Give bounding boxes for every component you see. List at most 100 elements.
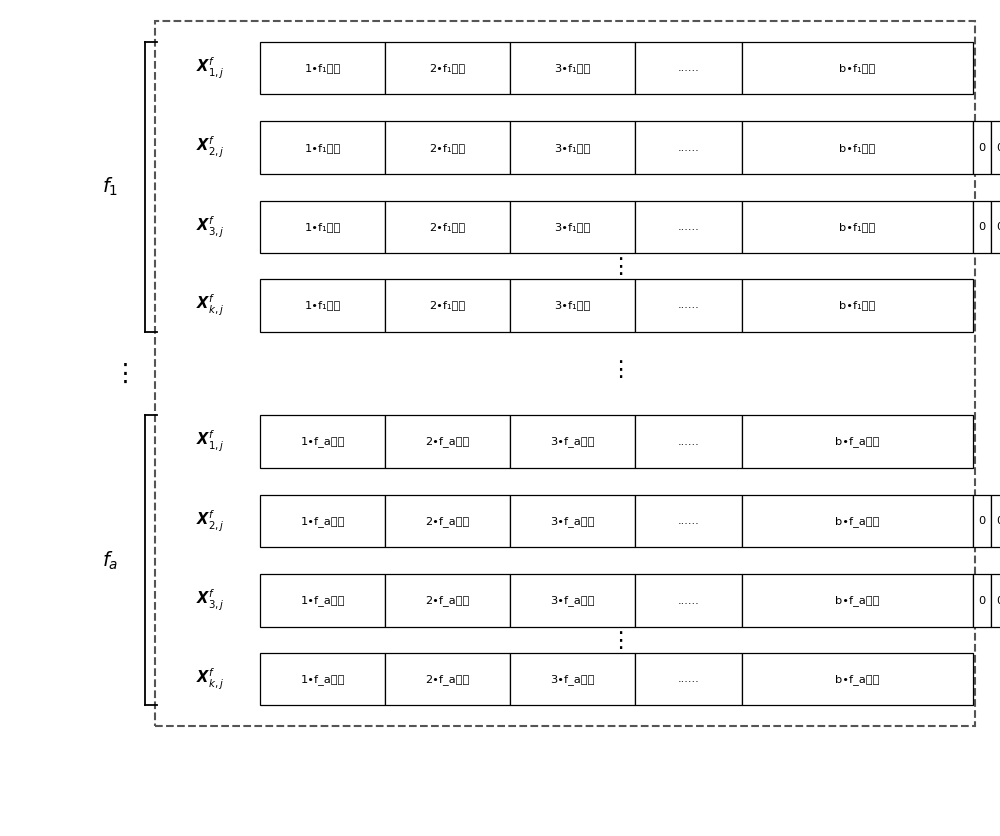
- Bar: [742, 201, 973, 253]
- Bar: [991, 495, 1000, 548]
- Text: 2•f_a邻域: 2•f_a邻域: [425, 436, 470, 447]
- Text: $\boldsymbol{X}^f_{2,j}$: $\boldsymbol{X}^f_{2,j}$: [196, 135, 224, 161]
- Bar: [385, 495, 510, 548]
- Bar: [742, 653, 973, 706]
- Bar: [260, 653, 385, 706]
- Bar: [260, 42, 385, 94]
- Bar: [635, 121, 742, 174]
- Text: 0: 0: [996, 516, 1000, 526]
- Bar: [973, 201, 991, 253]
- Bar: [510, 653, 635, 706]
- Text: 2•f_a邻域: 2•f_a邻域: [425, 674, 470, 685]
- Text: 2•f₁邻域: 2•f₁邻域: [430, 300, 466, 310]
- Bar: [742, 42, 973, 94]
- Text: 1•f₁邻域: 1•f₁邻域: [304, 300, 341, 310]
- Bar: [973, 495, 991, 548]
- Text: ......: ......: [678, 674, 699, 684]
- Text: 2•f₁邻域: 2•f₁邻域: [430, 222, 466, 232]
- Text: $\vdots$: $\vdots$: [609, 255, 624, 278]
- Bar: [260, 201, 385, 253]
- Bar: [155, 21, 975, 726]
- Text: 1•f_a邻域: 1•f_a邻域: [300, 516, 345, 527]
- Bar: [510, 574, 635, 627]
- Text: b•f_a邻域: b•f_a邻域: [835, 436, 880, 447]
- Text: 1•f_a邻域: 1•f_a邻域: [300, 674, 345, 685]
- Bar: [385, 42, 510, 94]
- Text: 0: 0: [978, 595, 986, 605]
- Bar: [510, 121, 635, 174]
- Text: $\vdots$: $\vdots$: [112, 362, 128, 385]
- Bar: [260, 121, 385, 174]
- Bar: [260, 574, 385, 627]
- Bar: [973, 574, 991, 627]
- Text: ......: ......: [678, 300, 699, 310]
- Bar: [635, 653, 742, 706]
- Bar: [260, 415, 385, 468]
- Text: ......: ......: [678, 222, 699, 232]
- Text: 1•f₁邻域: 1•f₁邻域: [304, 143, 341, 152]
- Text: ......: ......: [678, 516, 699, 526]
- Bar: [385, 201, 510, 253]
- Text: $\boldsymbol{X}^f_{3,j}$: $\boldsymbol{X}^f_{3,j}$: [196, 588, 224, 613]
- Bar: [635, 495, 742, 548]
- Bar: [991, 574, 1000, 627]
- Bar: [635, 279, 742, 332]
- Text: 2•f₁邻域: 2•f₁邻域: [430, 64, 466, 73]
- Text: 3•f₁邻域: 3•f₁邻域: [555, 64, 591, 73]
- Bar: [385, 653, 510, 706]
- Text: b•f₁邻域: b•f₁邻域: [839, 222, 875, 232]
- Bar: [991, 201, 1000, 253]
- Bar: [510, 415, 635, 468]
- Text: ......: ......: [678, 595, 699, 605]
- Text: 3•f₁邻域: 3•f₁邻域: [555, 143, 591, 152]
- Text: 3•f_a邻域: 3•f_a邻域: [550, 436, 595, 447]
- Bar: [510, 201, 635, 253]
- Text: b•f_a邻域: b•f_a邻域: [835, 516, 880, 527]
- Text: 2•f_a邻域: 2•f_a邻域: [425, 595, 470, 606]
- Bar: [635, 415, 742, 468]
- Bar: [260, 495, 385, 548]
- Text: b•f_a邻域: b•f_a邻域: [835, 674, 880, 685]
- Text: $\boldsymbol{X}^f_{1,j}$: $\boldsymbol{X}^f_{1,j}$: [196, 55, 224, 81]
- Text: 1•f_a邻域: 1•f_a邻域: [300, 436, 345, 447]
- Text: b•f_a邻域: b•f_a邻域: [835, 595, 880, 606]
- Text: 1•f₁邻域: 1•f₁邻域: [304, 64, 341, 73]
- Text: 0: 0: [978, 222, 986, 232]
- Text: 3•f_a邻域: 3•f_a邻域: [550, 595, 595, 606]
- Text: $\boldsymbol{X}^f_{1,j}$: $\boldsymbol{X}^f_{1,j}$: [196, 429, 224, 454]
- Bar: [635, 42, 742, 94]
- Bar: [742, 574, 973, 627]
- Bar: [742, 121, 973, 174]
- Text: 3•f_a邻域: 3•f_a邻域: [550, 516, 595, 527]
- Text: $\boldsymbol{X}^f_{3,j}$: $\boldsymbol{X}^f_{3,j}$: [196, 214, 224, 240]
- Bar: [385, 415, 510, 468]
- Text: ......: ......: [678, 436, 699, 446]
- Text: 0: 0: [996, 595, 1000, 605]
- Text: ......: ......: [678, 143, 699, 152]
- Bar: [385, 574, 510, 627]
- Bar: [973, 121, 991, 174]
- Text: 0: 0: [996, 143, 1000, 152]
- Text: 1•f_a频域: 1•f_a频域: [300, 595, 345, 606]
- Bar: [635, 201, 742, 253]
- Bar: [510, 42, 635, 94]
- Text: 3•f_a邻域: 3•f_a邻域: [550, 674, 595, 685]
- Bar: [510, 495, 635, 548]
- Text: 3•f₁邻域: 3•f₁邻域: [555, 222, 591, 232]
- Text: 0: 0: [996, 222, 1000, 232]
- Text: $f_1$: $f_1$: [102, 176, 118, 198]
- Text: 0: 0: [978, 516, 986, 526]
- Bar: [260, 279, 385, 332]
- Text: $\boldsymbol{X}^f_{2,j}$: $\boldsymbol{X}^f_{2,j}$: [196, 508, 224, 533]
- Bar: [510, 279, 635, 332]
- Text: $\boldsymbol{X}^f_{k,j}$: $\boldsymbol{X}^f_{k,j}$: [196, 293, 224, 318]
- Text: $\vdots$: $\vdots$: [609, 629, 624, 651]
- Text: 2•f_a邻域: 2•f_a邻域: [425, 516, 470, 527]
- Text: ......: ......: [678, 64, 699, 73]
- Text: 1•f₁频域: 1•f₁频域: [304, 222, 341, 232]
- Text: b•f₁邻域: b•f₁邻域: [839, 300, 875, 310]
- Text: $\vdots$: $\vdots$: [609, 359, 624, 380]
- Text: 3•f₁邻域: 3•f₁邻域: [555, 300, 591, 310]
- Text: $\boldsymbol{X}^f_{k,j}$: $\boldsymbol{X}^f_{k,j}$: [196, 666, 224, 691]
- Bar: [385, 279, 510, 332]
